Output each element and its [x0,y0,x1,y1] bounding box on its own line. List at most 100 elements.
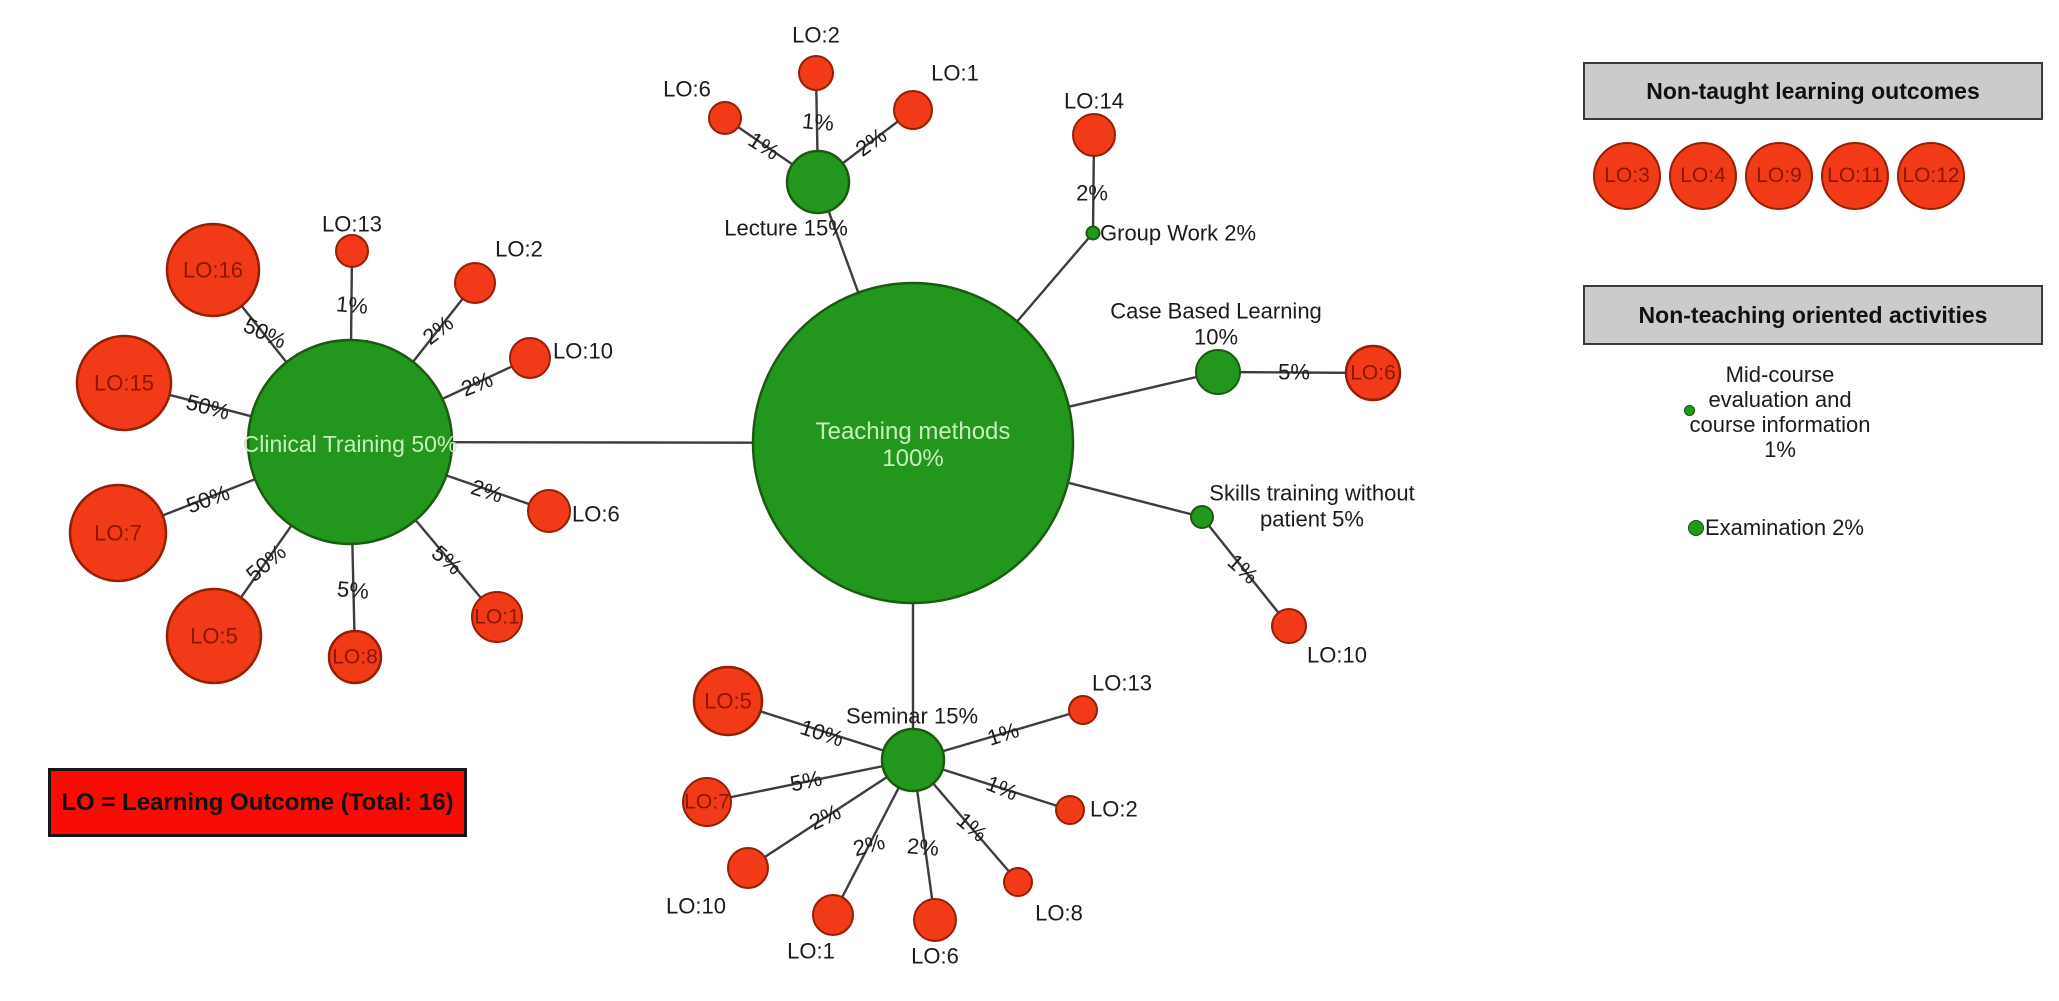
examination-dot-icon [1688,520,1704,536]
node-lo14 [1072,113,1116,157]
midcourse-label: Mid-course evaluation and course informa… [1689,362,1871,462]
label-l-lo1: LO:1 [931,61,979,86]
label-casebased-line1: Case Based Learning [1110,299,1322,324]
label-s-lo13: LO:13 [1092,671,1152,696]
edge-label-clinical-c-lo7: 50% [183,480,233,519]
edge-label-skills-sk-lo10: 1% [1223,549,1263,589]
node-c-lo13 [335,234,369,268]
node-c-lo8 [327,629,383,685]
label-s-lo8: LO:8 [1035,901,1083,926]
label-c-lo2: LO:2 [495,237,543,262]
label-l-lo2: LO:2 [792,23,840,48]
non-teaching-header: Non-teaching oriented activities [1583,285,2043,345]
label-c-lo6: LO:6 [572,502,620,527]
node-c-lo1 [471,591,523,643]
node-s-lo2 [1055,795,1085,825]
label-l-lo6: LO:6 [663,77,711,102]
node-c-lo16 [165,222,261,318]
node-l-lo6 [708,101,742,135]
node-c-lo5 [165,587,263,685]
label-skills-line1: Skills training without [1209,481,1414,506]
edge-label-seminar-s-lo7: 5% [788,765,824,796]
edge-label-lecture-l-lo2: 1% [801,108,835,136]
non-taught-lo12: LO:12 [1897,142,1965,210]
node-cb-lo6 [1344,344,1402,402]
label-cb-lo6: LO:6 [1350,362,1396,385]
label-casebased-line2: 10% [1194,325,1238,350]
edge-label-casebased-cb-lo6: 5% [1278,360,1310,385]
label-c-lo10: LO:10 [553,339,613,364]
label-s-lo5: LO:5 [704,689,752,714]
node-casebased [1195,349,1241,395]
label-seminar: Seminar 15% [846,704,978,729]
node-c-lo2 [454,262,496,304]
label-c-lo16: LO:16 [183,258,243,283]
non-taught-header: Non-taught learning outcomes [1583,62,2043,120]
edge-label-clinical-c-lo8: 5% [336,576,370,604]
node-l-lo1 [893,90,933,130]
edge-label-seminar-s-lo6: 2% [906,833,940,861]
edge-label-clinical-c-lo16: 50% [240,312,290,353]
edge-label-seminar-s-lo2: 1% [983,770,1022,805]
node-l-lo2 [798,55,834,91]
edge-seminar-s-lo10 [747,758,914,870]
edge-seminar-s-lo7 [706,758,914,804]
label-skills-line2: patient 5% [1260,507,1364,532]
node-lecture [785,149,851,215]
edge-label-groupwork-lo14: 2% [1076,181,1108,206]
label-s-lo6: LO:6 [911,944,959,969]
label-c-lo1: LO:1 [474,606,520,629]
label-s-lo2: LO:2 [1090,797,1138,822]
label-lecture: Lecture 15% [724,216,848,241]
edge-label-seminar-s-lo1: 2% [850,829,887,861]
label-sk-lo10: LO:10 [1307,643,1367,668]
node-s-lo5 [692,665,764,737]
node-skills [1190,505,1214,529]
node-c-lo15 [75,334,173,432]
midcourse-dot-icon [1684,405,1695,416]
edge-label-clinical-c-lo6: 2% [468,474,506,508]
legend-box: LO = Learning Outcome (Total: 16) [48,768,467,837]
label-c-lo5: LO:5 [190,624,238,649]
examination-item: Examination 2% [1688,515,1864,541]
node-s-lo7 [682,777,732,827]
non-taught-lo3: LO:3 [1593,142,1661,210]
label-s-lo1: LO:1 [787,939,835,964]
node-clinical [246,338,454,546]
label-c-lo8: LO:8 [332,646,378,669]
node-s-lo13 [1068,695,1098,725]
node-c-lo6 [527,489,571,533]
node-sk-lo10 [1271,608,1307,644]
edge-label-clinical-c-lo10: 2% [458,366,497,401]
edge-label-seminar-s-lo5: 10% [797,714,847,751]
edge-label-clinical-c-lo15: 50% [183,389,232,425]
node-seminar [880,727,946,793]
non-taught-lo11: LO:11 [1821,142,1889,210]
non-taught-circle-row: LO:3 LO:4 LO:9 LO:11 LO:12 [1593,142,1965,210]
non-taught-lo4: LO:4 [1669,142,1737,210]
label-c-lo13: LO:13 [322,212,382,237]
edge-label-clinical-c-lo13: 1% [335,291,369,319]
edge-label-seminar-s-lo10: 2% [805,799,844,835]
node-s-lo6 [913,898,957,942]
label-lo14: LO:14 [1064,89,1124,114]
edge-label-clinical-c-lo5: 50% [241,539,291,586]
node-c-lo10 [509,337,551,379]
edge-skills-sk-lo10 [1201,516,1290,627]
label-clinical: Clinical Training 50% [243,431,458,457]
label-s-lo10: LO:10 [666,894,726,919]
non-taught-lo9: LO:9 [1745,142,1813,210]
node-teaching [751,281,1075,605]
label-c-lo15: LO:15 [94,371,154,396]
label-c-lo7: LO:7 [94,521,142,546]
node-c-lo7 [68,483,168,583]
node-s-lo10 [727,847,769,889]
label-teaching-line2: 100% [882,445,943,472]
label-teaching-line1: Teaching methods [816,418,1011,445]
label-groupwork: Group Work 2% [1100,221,1256,246]
node-s-lo8 [1003,867,1033,897]
edge-label-clinical-c-lo2: 2% [418,310,458,349]
edge-label-lecture-l-lo6: 1% [744,127,784,165]
